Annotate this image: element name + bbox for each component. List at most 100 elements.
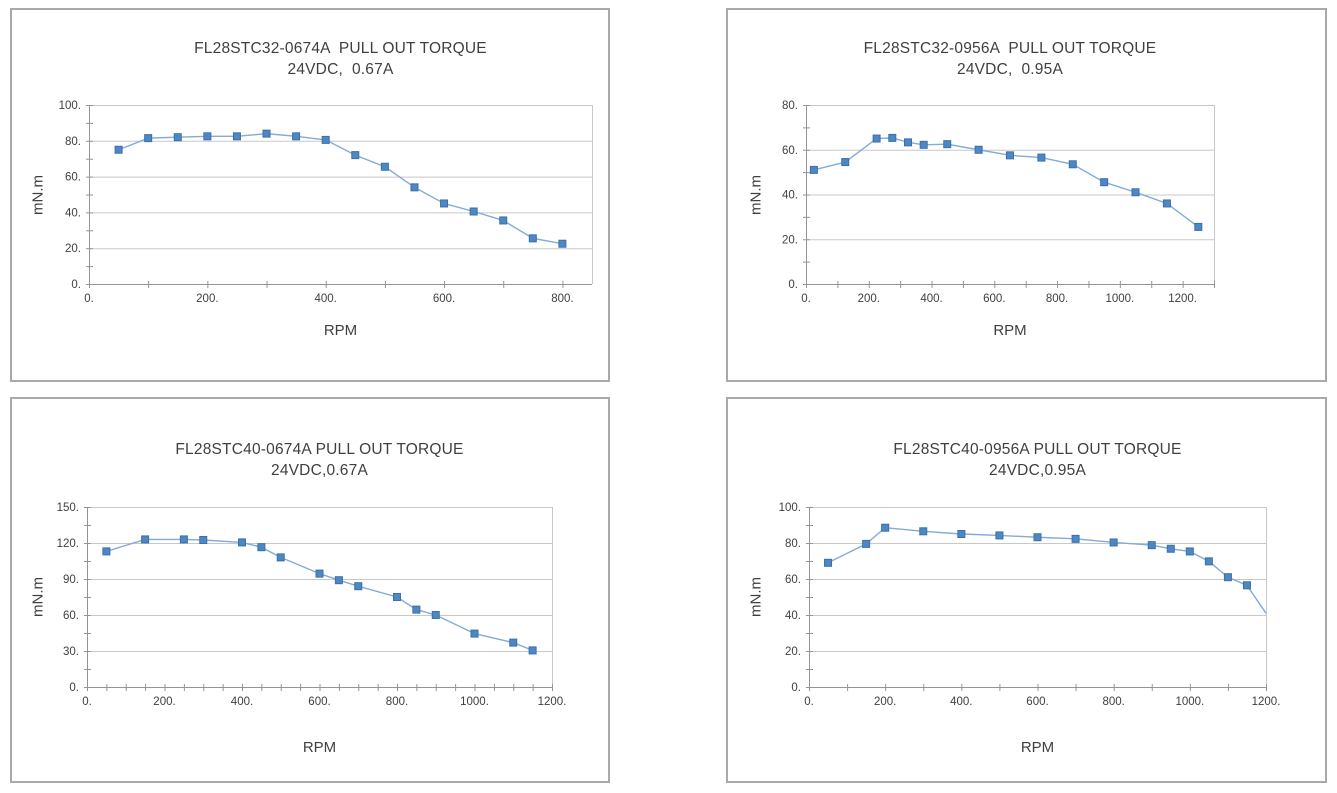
chart-title: FL28STC40-0674A PULL OUT TORQUE <box>175 441 464 458</box>
chart-subtitle: 24VDC, 0.95A <box>957 61 1063 78</box>
x-tick-label: 200. <box>874 696 896 708</box>
chart-canvas: 0. 200. 400. 600. 800. 1000. 1200. 0. 20. 40. 60. 8… <box>782 100 1215 305</box>
data-point-marker <box>173 133 182 142</box>
y-tick-label: 60. <box>785 574 801 586</box>
x-tick-label: 1200. <box>1168 293 1197 305</box>
data-point-marker <box>431 611 440 619</box>
y-tick-label: 80. <box>65 136 81 148</box>
data-point-markers <box>102 535 537 655</box>
x-tick-label: 1000. <box>1105 293 1134 305</box>
x-tick-label: 800. <box>1102 696 1124 708</box>
tick-marks <box>86 105 564 288</box>
series-line <box>106 538 533 652</box>
data-point-marker <box>232 132 241 141</box>
data-point-marker <box>440 199 449 208</box>
data-point-marker <box>1131 188 1140 197</box>
tick-marks <box>84 507 553 691</box>
y-tick-label: 20. <box>782 234 798 246</box>
data-point-marker <box>179 535 188 544</box>
data-point-marker <box>904 138 912 147</box>
chart-subtitle: 24VDC, 0.67A <box>287 61 394 78</box>
tick-marks <box>806 507 1267 691</box>
data-point-marker <box>1071 534 1080 543</box>
x-tick-label: 600. <box>1026 696 1048 708</box>
chart-title: FL28STC32-0956A PULL OUT TORQUE <box>863 40 1157 57</box>
x-tick-label: 400. <box>950 696 972 708</box>
data-point-marker <box>321 135 330 144</box>
data-point-marker <box>1109 538 1118 547</box>
y-tick-label: 150. <box>57 502 79 514</box>
data-point-marker <box>1166 544 1175 553</box>
data-point-marker <box>203 132 212 141</box>
data-point-marker <box>872 134 881 143</box>
x-tick-label: 600. <box>433 293 455 305</box>
y-tick-label: 40. <box>785 610 801 622</box>
x-tick-label: 800. <box>551 293 573 305</box>
x-tick-label: 200. <box>196 293 218 305</box>
y-tick-labels: 0. 20. 40. 60. 80. 100. <box>779 502 801 694</box>
x-axis-label: RPM <box>1020 739 1055 756</box>
data-point-marker <box>888 133 897 142</box>
data-point-marker <box>276 553 285 562</box>
data-point-marker <box>410 183 419 192</box>
data-point-marker <box>528 646 537 655</box>
axes <box>803 105 1214 287</box>
data-point-marker <box>1223 573 1232 582</box>
y-tick-labels: 0. 20. 40. 60. 80. <box>782 100 798 291</box>
data-point-marker <box>1037 153 1046 162</box>
data-point-marker <box>292 132 301 141</box>
chart-title: FL28STC40-0956A PULL OUT TORQUE <box>893 441 1182 458</box>
x-axis-label: RPM <box>302 739 337 756</box>
data-point-marker <box>974 145 983 154</box>
y-tick-label: 20. <box>785 646 801 658</box>
y-tick-label: 100. <box>779 502 801 514</box>
data-point-marker <box>919 140 928 149</box>
y-tick-label: 60. <box>63 610 79 622</box>
y-tick-label: 80. <box>785 538 801 550</box>
x-tick-label: 800. <box>386 696 408 708</box>
x-tick-label: 0. <box>804 696 814 708</box>
y-tick-label: 60. <box>65 172 81 184</box>
x-tick-label: 0. <box>82 696 92 708</box>
y-tick-label: 80. <box>782 100 798 112</box>
chart-title: FL28STC32-0674A PULL OUT TORQUE <box>194 40 487 57</box>
data-point-marker <box>995 531 1004 540</box>
chart-header: FL28STC40-0674A PULL OUT TORQUE 24VDC,0.… <box>87 439 552 481</box>
chart-subtitle: 24VDC,0.95A <box>989 462 1086 479</box>
data-point-marker <box>881 523 890 532</box>
series-line <box>827 526 1267 614</box>
chart-canvas: 0. 200. 400. 600. 800. 1000. 1200. 0. 30. 60. 90. 1… <box>57 502 567 708</box>
data-point-marker <box>1068 160 1077 169</box>
y-tick-label: 20. <box>65 243 81 255</box>
y-tick-label: 40. <box>65 207 81 219</box>
x-tick-label: 600. <box>983 293 1005 305</box>
y-tick-label: 40. <box>782 190 798 202</box>
data-point-marker <box>238 538 246 547</box>
data-point-marker <box>141 535 150 544</box>
data-point-marker <box>1185 547 1194 556</box>
chart-header: FL28STC32-0956A PULL OUT TORQUE 24VDC, 0… <box>806 38 1214 80</box>
data-point-marker <box>1147 541 1156 550</box>
series-line <box>118 132 563 245</box>
data-point-markers <box>824 523 1251 590</box>
data-point-marker <box>957 530 966 538</box>
data-point-marker <box>334 576 343 585</box>
data-point-marker <box>199 536 208 544</box>
data-point-marker <box>354 582 363 591</box>
data-point-marker <box>315 569 324 578</box>
x-tick-label: 400. <box>315 293 337 305</box>
y-tick-label: 120. <box>57 538 79 550</box>
data-point-marker <box>558 239 567 248</box>
x-tick-labels: 0. 200. 400. 600. 800. <box>84 293 573 305</box>
tick-marks <box>803 105 1215 288</box>
gridlines <box>87 507 553 687</box>
x-tick-label: 1200. <box>1252 696 1281 708</box>
data-point-markers <box>114 129 567 248</box>
data-point-marker <box>841 158 850 167</box>
data-point-marker <box>1100 178 1109 187</box>
y-tick-label: 100. <box>59 100 81 112</box>
x-tick-label: 200. <box>153 696 175 708</box>
data-point-marker <box>862 539 871 548</box>
x-tick-label: 1000. <box>1175 696 1204 708</box>
